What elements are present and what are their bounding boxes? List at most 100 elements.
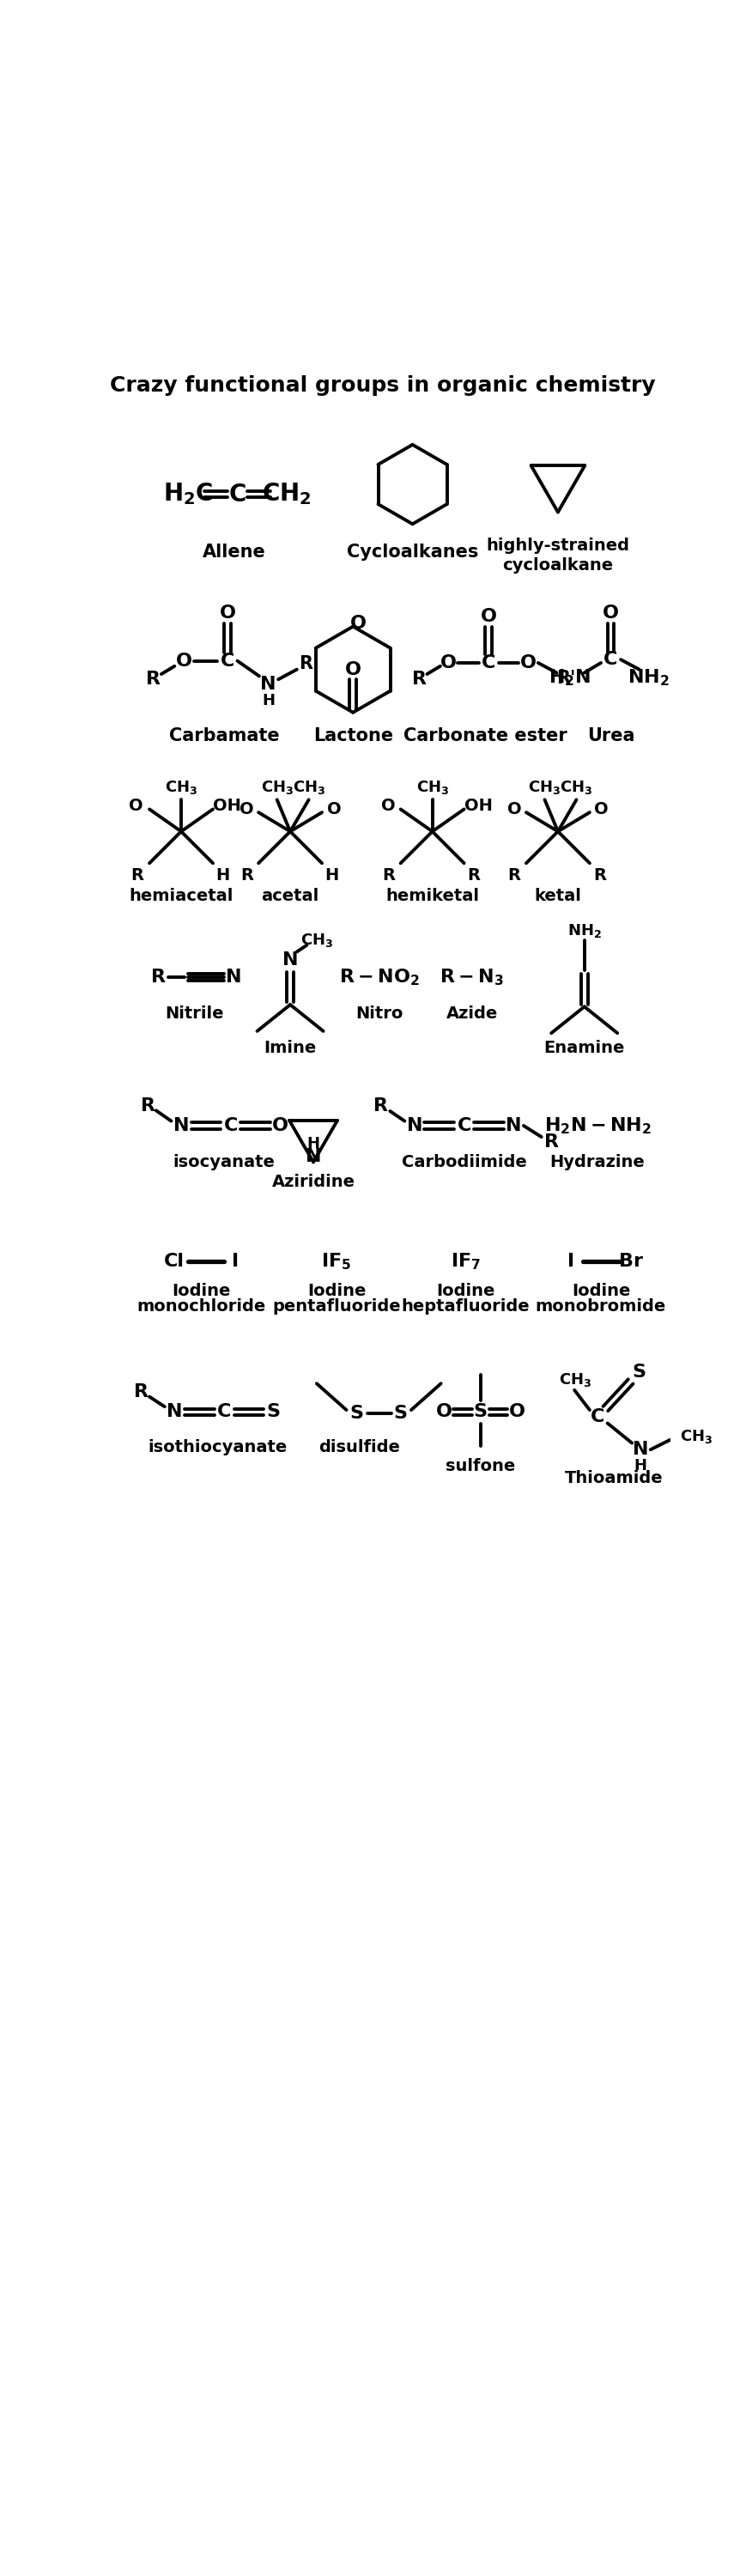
Text: S: S: [632, 1363, 645, 1381]
Text: C: C: [481, 654, 495, 672]
Text: H: H: [307, 1136, 319, 1151]
Text: R: R: [141, 1097, 155, 1115]
Text: N: N: [173, 1118, 189, 1133]
Text: Iodine: Iodine: [436, 1283, 494, 1298]
Text: sulfone: sulfone: [445, 1458, 515, 1473]
Text: $\mathregular{NH_2}$: $\mathregular{NH_2}$: [566, 922, 601, 940]
Text: R: R: [411, 670, 426, 688]
Text: Cl: Cl: [164, 1252, 184, 1270]
Text: R': R': [298, 654, 317, 672]
Text: S: S: [473, 1404, 487, 1419]
Text: heptafluoride: heptafluoride: [401, 1298, 529, 1314]
Text: disulfide: disulfide: [319, 1440, 400, 1455]
Text: S: S: [349, 1404, 363, 1422]
Text: Nitro: Nitro: [355, 1005, 403, 1023]
Text: O: O: [272, 1118, 288, 1133]
Text: C: C: [224, 1118, 237, 1133]
Text: $\mathregular{R-N_3}$: $\mathregular{R-N_3}$: [439, 966, 504, 987]
Text: O: O: [440, 654, 457, 672]
Text: Hydrazine: Hydrazine: [549, 1154, 645, 1170]
Text: S: S: [266, 1404, 280, 1419]
Text: N: N: [505, 1118, 521, 1133]
Text: H: H: [325, 868, 339, 884]
Text: R: R: [592, 868, 605, 884]
Text: I: I: [567, 1252, 574, 1270]
Text: Aziridine: Aziridine: [272, 1175, 354, 1190]
Text: H: H: [633, 1458, 646, 1473]
Text: O: O: [239, 801, 254, 817]
Text: $\mathregular{CH_3}$: $\mathregular{CH_3}$: [527, 778, 560, 796]
Text: O: O: [436, 1404, 452, 1419]
Text: $\mathregular{CH_3}$: $\mathregular{CH_3}$: [300, 933, 333, 948]
Text: Urea: Urea: [586, 726, 634, 744]
Text: $\mathregular{IF_7}$: $\mathregular{IF_7}$: [450, 1252, 480, 1273]
Text: N: N: [226, 969, 242, 987]
Text: $\mathregular{H_2N}$: $\mathregular{H_2N}$: [548, 667, 589, 688]
Text: O: O: [519, 654, 536, 672]
Text: R: R: [131, 868, 144, 884]
Text: N: N: [260, 675, 276, 693]
Text: O: O: [480, 608, 496, 626]
Text: R: R: [373, 1097, 388, 1115]
Text: R: R: [382, 868, 395, 884]
Text: R: R: [146, 670, 160, 688]
Text: monobromide: monobromide: [535, 1298, 665, 1314]
Text: O: O: [176, 652, 192, 670]
Text: O: O: [602, 605, 618, 621]
Text: $\mathregular{CH_3}$: $\mathregular{CH_3}$: [559, 1370, 592, 1388]
Text: O: O: [507, 801, 521, 817]
Text: O: O: [129, 799, 143, 814]
Text: isocyanate: isocyanate: [173, 1154, 275, 1170]
Text: $\mathregular{CH_3}$: $\mathregular{CH_3}$: [680, 1427, 712, 1445]
Text: N: N: [305, 1149, 321, 1164]
Text: O: O: [594, 801, 608, 817]
Text: Br: Br: [618, 1252, 642, 1270]
Text: acetal: acetal: [261, 889, 319, 904]
Text: Thioamide: Thioamide: [564, 1471, 662, 1486]
Text: $\mathregular{IF_5}$: $\mathregular{IF_5}$: [321, 1252, 351, 1273]
Text: O: O: [345, 662, 361, 677]
Text: O: O: [219, 605, 235, 621]
Text: Iodine: Iodine: [571, 1283, 630, 1298]
Text: highly-strained: highly-strained: [486, 538, 629, 554]
Text: Crazy functional groups in organic chemistry: Crazy functional groups in organic chemi…: [110, 376, 655, 397]
Text: $\mathregular{NH_2}$: $\mathregular{NH_2}$: [627, 667, 668, 688]
Text: Imine: Imine: [263, 1041, 316, 1056]
Text: S: S: [393, 1404, 407, 1422]
Text: Nitrile: Nitrile: [165, 1005, 224, 1023]
Text: Lactone: Lactone: [313, 726, 392, 744]
Text: $\mathregular{CH_3}$: $\mathregular{CH_3}$: [560, 778, 592, 796]
Text: cycloalkane: cycloalkane: [502, 556, 612, 574]
Text: H: H: [216, 868, 230, 884]
Text: $\mathregular{CH_3}$: $\mathregular{CH_3}$: [292, 778, 325, 796]
Text: Azide: Azide: [445, 1005, 498, 1023]
Text: $\mathregular{H_2C}$: $\mathregular{H_2C}$: [163, 482, 213, 507]
Text: C: C: [220, 652, 234, 670]
Text: N: N: [406, 1118, 422, 1133]
Text: I: I: [231, 1252, 239, 1270]
Text: Allene: Allene: [202, 544, 266, 562]
Text: $\mathregular{H_2N-NH_2}$: $\mathregular{H_2N-NH_2}$: [543, 1115, 651, 1136]
Text: N: N: [166, 1404, 182, 1419]
Text: $\mathregular{R-NO_2}$: $\mathregular{R-NO_2}$: [339, 966, 419, 987]
Text: Carbamate: Carbamate: [169, 726, 279, 744]
Text: C: C: [457, 1118, 471, 1133]
Text: O: O: [326, 801, 341, 817]
Text: pentafluoride: pentafluoride: [272, 1298, 401, 1314]
Text: Iodine: Iodine: [307, 1283, 366, 1298]
Text: O: O: [381, 799, 395, 814]
Text: R: R: [543, 1133, 558, 1151]
Text: $\mathregular{CH_2}$: $\mathregular{CH_2}$: [262, 482, 311, 507]
Text: $\mathregular{CH_3}$: $\mathregular{CH_3}$: [165, 778, 198, 796]
Text: C: C: [603, 652, 617, 667]
Text: Enamine: Enamine: [543, 1041, 624, 1056]
Text: N: N: [282, 951, 298, 969]
Text: OH: OH: [213, 799, 241, 814]
Text: Iodine: Iodine: [172, 1283, 230, 1298]
Text: R: R: [467, 868, 480, 884]
Text: hemiacetal: hemiacetal: [129, 889, 233, 904]
Text: OH: OH: [464, 799, 492, 814]
Text: $\mathregular{CH_3}$: $\mathregular{CH_3}$: [416, 778, 448, 796]
Text: R: R: [240, 868, 253, 884]
Text: R': R': [556, 670, 575, 688]
